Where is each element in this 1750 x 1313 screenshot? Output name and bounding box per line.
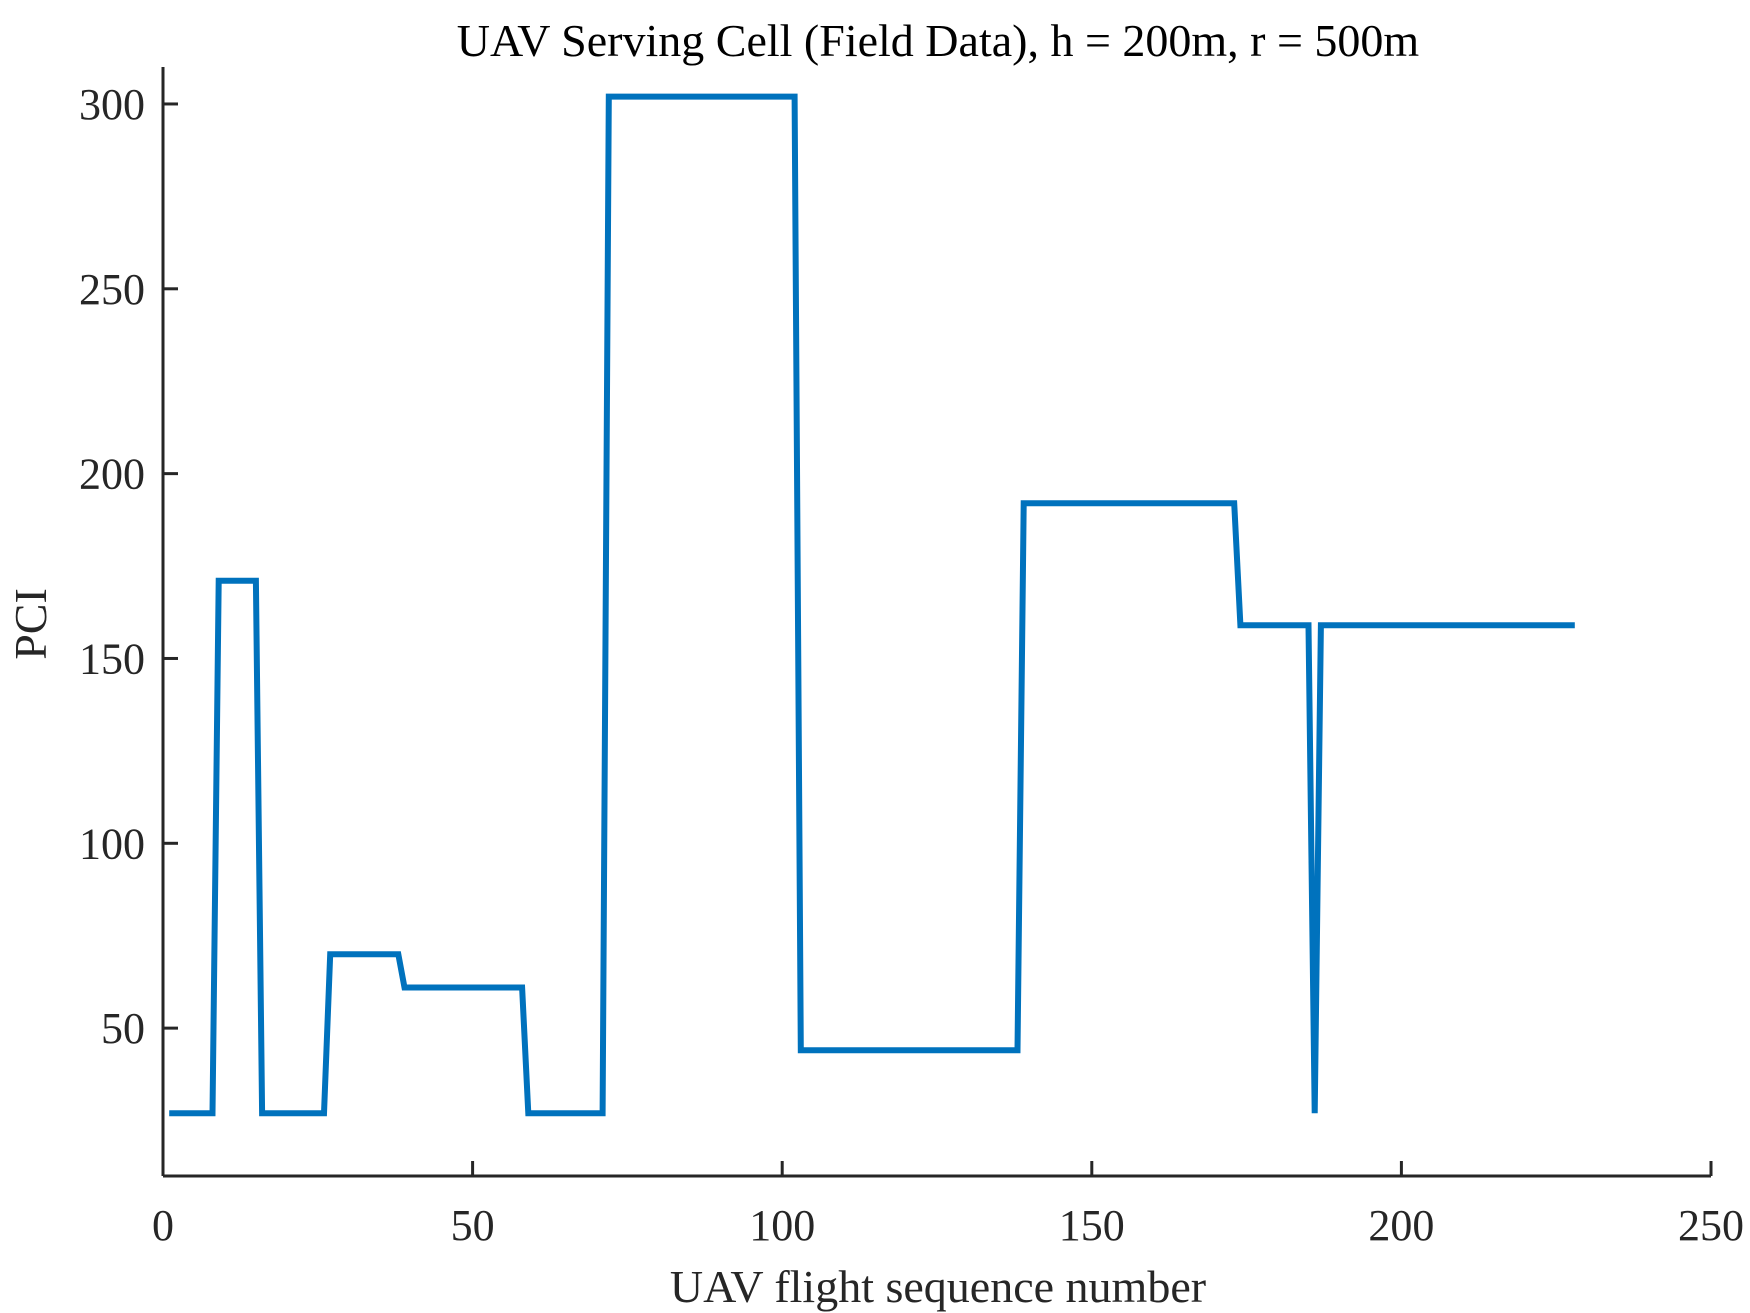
y-tick-label: 100 <box>79 819 145 868</box>
y-ticks: 50 100 150 200 250 300 <box>79 80 178 1053</box>
series-group <box>169 93 1575 1117</box>
x-ticks: 0 50 100 150 200 250 <box>152 1161 1744 1250</box>
y-tick-label: 150 <box>79 634 145 683</box>
x-tick-label: 200 <box>1368 1201 1434 1250</box>
series-line-0 <box>169 93 1575 1117</box>
chart-title: UAV Serving Cell (Field Data), h = 200m,… <box>457 15 1420 66</box>
y-tick-label: 250 <box>79 265 145 314</box>
axes <box>161 67 1711 1178</box>
y-tick-label: 50 <box>101 1004 145 1053</box>
x-tick-label: 0 <box>152 1201 174 1250</box>
x-tick-label: 50 <box>451 1201 495 1250</box>
y-tick-label: 200 <box>79 450 145 499</box>
y-axis-title: PCI <box>5 588 56 660</box>
x-tick-label: 150 <box>1059 1201 1125 1250</box>
x-tick-label: 250 <box>1678 1201 1744 1250</box>
x-axis-title: UAV flight sequence number <box>670 1261 1206 1312</box>
x-tick-label: 100 <box>749 1201 815 1250</box>
y-tick-label: 300 <box>79 80 145 129</box>
